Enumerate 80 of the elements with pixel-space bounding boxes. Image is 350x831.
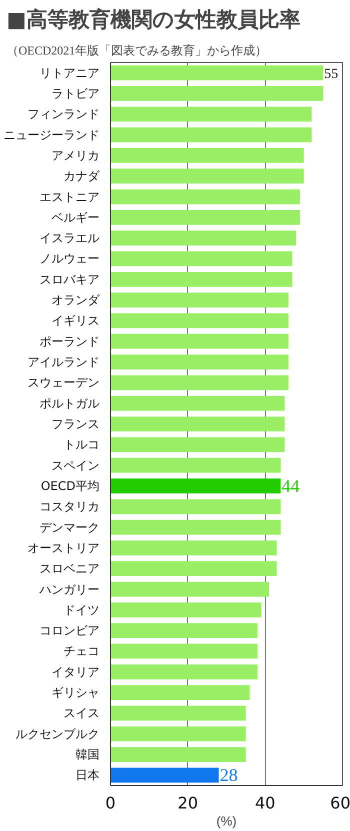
bar xyxy=(110,540,277,556)
y-tick-label: イスラエル xyxy=(40,231,100,246)
y-tick-label: スロベニア xyxy=(40,562,100,576)
y-tick-label: チェコ xyxy=(64,644,100,658)
y-tick-label: イギリス xyxy=(52,314,100,328)
bar xyxy=(110,499,281,514)
bar xyxy=(110,313,288,328)
data-label: 44 xyxy=(282,476,300,496)
bar xyxy=(110,148,304,163)
y-tick-label: OECD平均 xyxy=(40,478,100,493)
y-tick-label: ノルウェー xyxy=(40,252,100,266)
chart-title: ■高等教育機関の女性教員比率 xyxy=(6,8,300,32)
y-tick-label: スウェーデン xyxy=(28,376,100,390)
y-tick-label: エストニア xyxy=(40,190,100,204)
bar xyxy=(110,65,324,80)
bar xyxy=(110,168,304,184)
bar xyxy=(110,416,284,432)
y-tick-label: アイルランド xyxy=(28,355,100,370)
data-label: 28 xyxy=(220,765,238,786)
bar xyxy=(110,768,219,783)
y-tick-label: オーストリア xyxy=(28,540,100,555)
bar xyxy=(110,106,312,122)
bar xyxy=(110,623,258,638)
chart-subtitle: （OECD2021年版「図表でみる教育」から作成） xyxy=(6,44,268,58)
y-tick-label: ベルギー xyxy=(52,210,100,224)
y-tick-label: ポーランド xyxy=(40,334,100,348)
y-tick-label: ギリシャ xyxy=(52,686,100,700)
bar xyxy=(110,230,296,246)
y-tick-label: ラトビア xyxy=(52,86,100,100)
bar xyxy=(110,86,324,101)
y-tick-label: アメリカ xyxy=(52,148,100,162)
bar xyxy=(110,747,246,762)
bar xyxy=(110,644,258,659)
y-tick-label: 韓国 xyxy=(76,748,100,762)
x-tick-label: 60 xyxy=(330,794,350,812)
bar xyxy=(110,292,288,308)
y-tick-label: スロバキア xyxy=(40,272,100,286)
y-tick-label: フィンランド xyxy=(28,107,100,122)
x-tick-label: 20 xyxy=(178,794,198,812)
y-tick-label: デンマーク xyxy=(40,520,100,534)
bar xyxy=(110,354,288,370)
y-tick-label: スイス xyxy=(64,706,100,720)
bar xyxy=(110,375,288,390)
bar xyxy=(110,664,258,680)
y-tick-label: ルクセンブルク xyxy=(16,726,100,741)
bar xyxy=(110,726,246,742)
x-axis-title: (%) xyxy=(216,814,237,828)
y-tick-label: ハンガリー xyxy=(38,582,100,596)
y-tick-label: フランス xyxy=(52,417,100,431)
y-tick-label: コロンビア xyxy=(40,624,100,638)
bar xyxy=(110,251,292,266)
bar xyxy=(110,602,262,618)
y-tick-label: オランダ xyxy=(52,293,100,308)
bar xyxy=(110,582,270,597)
y-tick-label: コスタリカ xyxy=(40,500,100,514)
y-tick-label: 日本 xyxy=(76,768,100,782)
y-tick-label: ニュージーランド xyxy=(4,128,100,142)
x-tick-label: 0 xyxy=(105,794,116,812)
bar xyxy=(110,334,288,349)
bar xyxy=(110,685,250,700)
data-label: 55 xyxy=(324,66,338,82)
bar xyxy=(110,210,300,225)
y-tick-label: イタリア xyxy=(52,664,100,679)
bar xyxy=(110,478,281,494)
y-tick-label: スペイン xyxy=(52,458,100,472)
y-tick-label: カナダ xyxy=(64,169,100,184)
x-tick-label: 40 xyxy=(254,794,276,812)
y-tick-label: リトアニア xyxy=(40,66,100,80)
bar xyxy=(110,127,312,142)
y-tick-label: トルコ xyxy=(64,438,100,452)
bar xyxy=(110,437,284,452)
y-tick-label: ドイツ xyxy=(64,602,100,617)
bar xyxy=(110,189,300,204)
bar xyxy=(110,561,277,576)
bar xyxy=(110,458,281,473)
bar xyxy=(110,520,281,535)
bar xyxy=(110,706,246,721)
bar xyxy=(110,272,292,287)
bar xyxy=(110,396,284,411)
y-tick-label: ポルトガル xyxy=(40,396,100,410)
